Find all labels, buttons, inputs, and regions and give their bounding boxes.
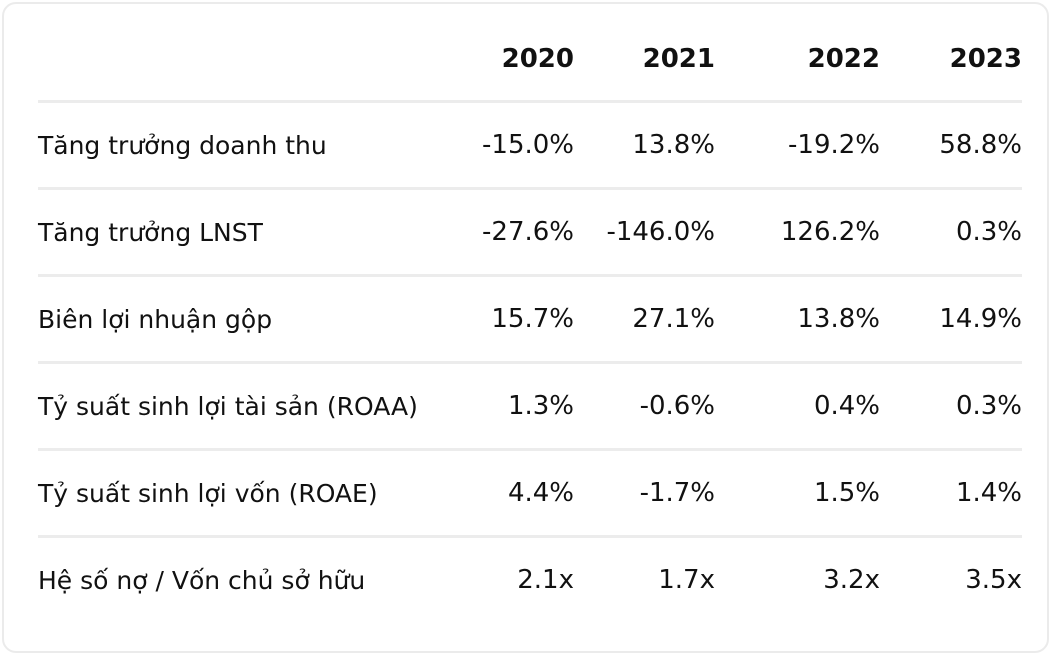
table-cell: 1.3% xyxy=(438,362,574,451)
table-cell: 58.8% xyxy=(880,101,1022,190)
table-row: Tăng trưởng LNST -27.6% -146.0% 126.2% 0… xyxy=(38,188,1022,277)
column-header-2023: 2023 xyxy=(880,18,1022,103)
table-cell: -0.6% xyxy=(574,362,715,451)
table-row: Tỷ suất sinh lợi vốn (ROAE) 4.4% -1.7% 1… xyxy=(38,449,1022,538)
table-cell: 3.2x xyxy=(823,565,880,595)
row-label: Tỷ suất sinh lợi vốn (ROAE) xyxy=(38,449,438,538)
table-row: Tỷ suất sinh lợi tài sản (ROAA) 1.3% -0.… xyxy=(38,362,1022,451)
table-row: Hệ số nợ / Vốn chủ sở hữu 2.1x 1.7x 3.2x… xyxy=(38,537,1022,623)
row-label: Biên lợi nhuận gộp xyxy=(38,275,438,364)
column-header-2021: 2021 xyxy=(574,18,715,103)
table-cell: 0.3% xyxy=(880,188,1022,277)
table-cell: -27.6% xyxy=(438,188,574,277)
table-cell: 13.8% xyxy=(574,101,715,190)
financial-ratios-table: 2020 2021 2022 2023 Tăng trưởng doanh th… xyxy=(38,18,1022,622)
table-cell: 4.4% xyxy=(438,449,574,538)
header-empty-cell xyxy=(38,18,438,103)
table-cell: 0.3% xyxy=(880,362,1022,451)
table-cell: 0.4% xyxy=(715,362,880,451)
table-cell: -1.7% xyxy=(574,449,715,538)
table-cell: 1.4% xyxy=(880,449,1022,538)
table-cell: 13.8% xyxy=(715,275,880,364)
row-label: Hệ số nợ / Vốn chủ sở hữu xyxy=(38,565,366,595)
table-header-row: 2020 2021 2022 2023 xyxy=(38,18,1022,103)
table-cell: 3.5x xyxy=(965,565,1022,595)
table-cell: -19.2% xyxy=(715,101,880,190)
row-label: Tăng trưởng doanh thu xyxy=(38,101,438,190)
column-header-2020: 2020 xyxy=(438,18,574,103)
table-row: Tăng trưởng doanh thu -15.0% 13.8% -19.2… xyxy=(38,101,1022,190)
table-cell: 1.7x xyxy=(658,565,715,595)
table-cell: 14.9% xyxy=(880,275,1022,364)
column-header-2022: 2022 xyxy=(715,18,880,103)
table-cell: -146.0% xyxy=(574,188,715,277)
table-cell: 27.1% xyxy=(574,275,715,364)
table-cell: 1.5% xyxy=(715,449,880,538)
table-cell: -15.0% xyxy=(438,101,574,190)
table-cell: 126.2% xyxy=(715,188,880,277)
table-cell: 15.7% xyxy=(438,275,574,364)
row-label: Tỷ suất sinh lợi tài sản (ROAA) xyxy=(38,362,438,451)
row-label: Tăng trưởng LNST xyxy=(38,188,438,277)
table-row: Biên lợi nhuận gộp 15.7% 27.1% 13.8% 14.… xyxy=(38,275,1022,364)
table-cell: 2.1x xyxy=(517,565,574,595)
